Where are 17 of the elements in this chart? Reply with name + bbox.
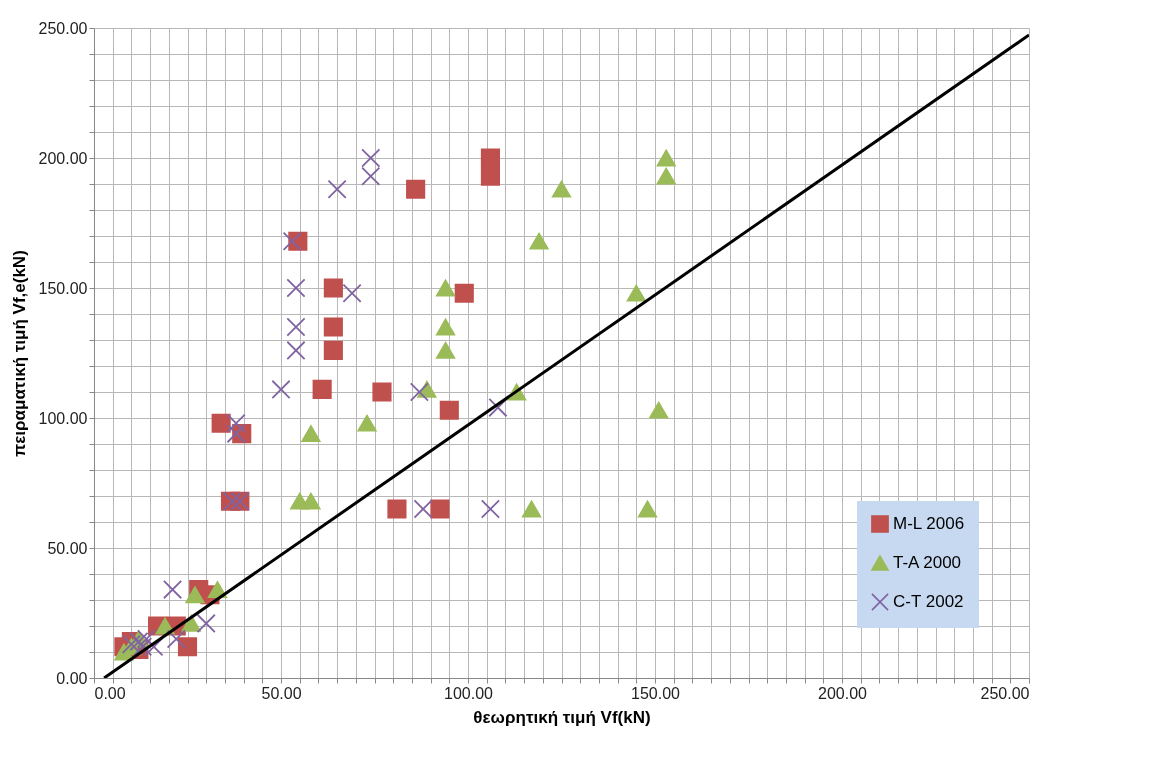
y-axis-title: πειραματική τιμή Vf,e(kN)	[9, 250, 29, 457]
y-tick-label: 100.00	[38, 409, 88, 427]
x-tick-label: 100.00	[444, 684, 494, 702]
x-tick-label: 0.00	[94, 684, 126, 702]
legend-label: C-T 2002	[893, 592, 964, 611]
x-tick-label: 250.00	[980, 684, 1030, 702]
legend-label: T-A 2000	[893, 553, 962, 572]
legend-label: M-L 2006	[893, 514, 965, 533]
x-axis-title: θεωρητική τιμή Vf(kN)	[473, 707, 651, 727]
y-tick-label: 150.00	[38, 279, 88, 297]
x-tick-label: 50.00	[261, 684, 302, 702]
x-tick-label: 200.00	[818, 684, 868, 702]
y-tick-label: 50.00	[47, 539, 88, 557]
x-tick-label: 150.00	[631, 684, 681, 702]
y-tick-label: 200.00	[38, 149, 88, 167]
y-tick-label: 250.00	[38, 19, 88, 37]
y-tick-label: 0.00	[56, 669, 88, 687]
